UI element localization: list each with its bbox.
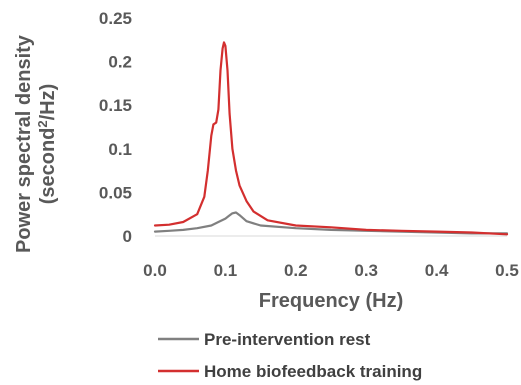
legend-label-home-biofeedback: Home biofeedback training (204, 362, 422, 381)
y-tick-label: 0.15 (99, 96, 132, 115)
y-tick-label: 0.1 (108, 140, 132, 159)
x-axis-title: Frequency (Hz) (259, 290, 403, 312)
y-axis-title-base: (second (37, 128, 59, 205)
y-tick-label: 0 (123, 227, 132, 246)
legend: Pre-intervention rest Home biofeedback t… (158, 330, 422, 381)
x-tick-label: 0.5 (495, 261, 519, 280)
series-line-1 (153, 41, 509, 236)
y-tick-label: 0.2 (108, 53, 132, 72)
x-tick-label: 0.1 (214, 261, 238, 280)
y-axis-title-tail: /Hz) (37, 84, 59, 121)
x-tick-label: 0.0 (143, 261, 167, 280)
legend-label-pre-intervention: Pre-intervention rest (204, 330, 371, 349)
y-axis-title-line2: (second2/Hz) (35, 84, 59, 205)
y-tick-label: 0.05 (99, 183, 132, 202)
x-tick-label: 0.4 (425, 261, 449, 280)
y-axis-title-line1: Power spectral density (13, 34, 35, 253)
y-axis-title-sup: 2 (35, 120, 50, 127)
y-tick-label: 0.25 (99, 9, 132, 28)
plot-area: 0 0.05 0.1 0.15 0.2 0.25 0.0 0.1 0.2 0.3 0.4 0.5 (99, 9, 519, 280)
x-tick-label: 0.3 (354, 261, 378, 280)
series-line-0 (153, 211, 509, 235)
x-tick-label: 0.2 (284, 261, 308, 280)
